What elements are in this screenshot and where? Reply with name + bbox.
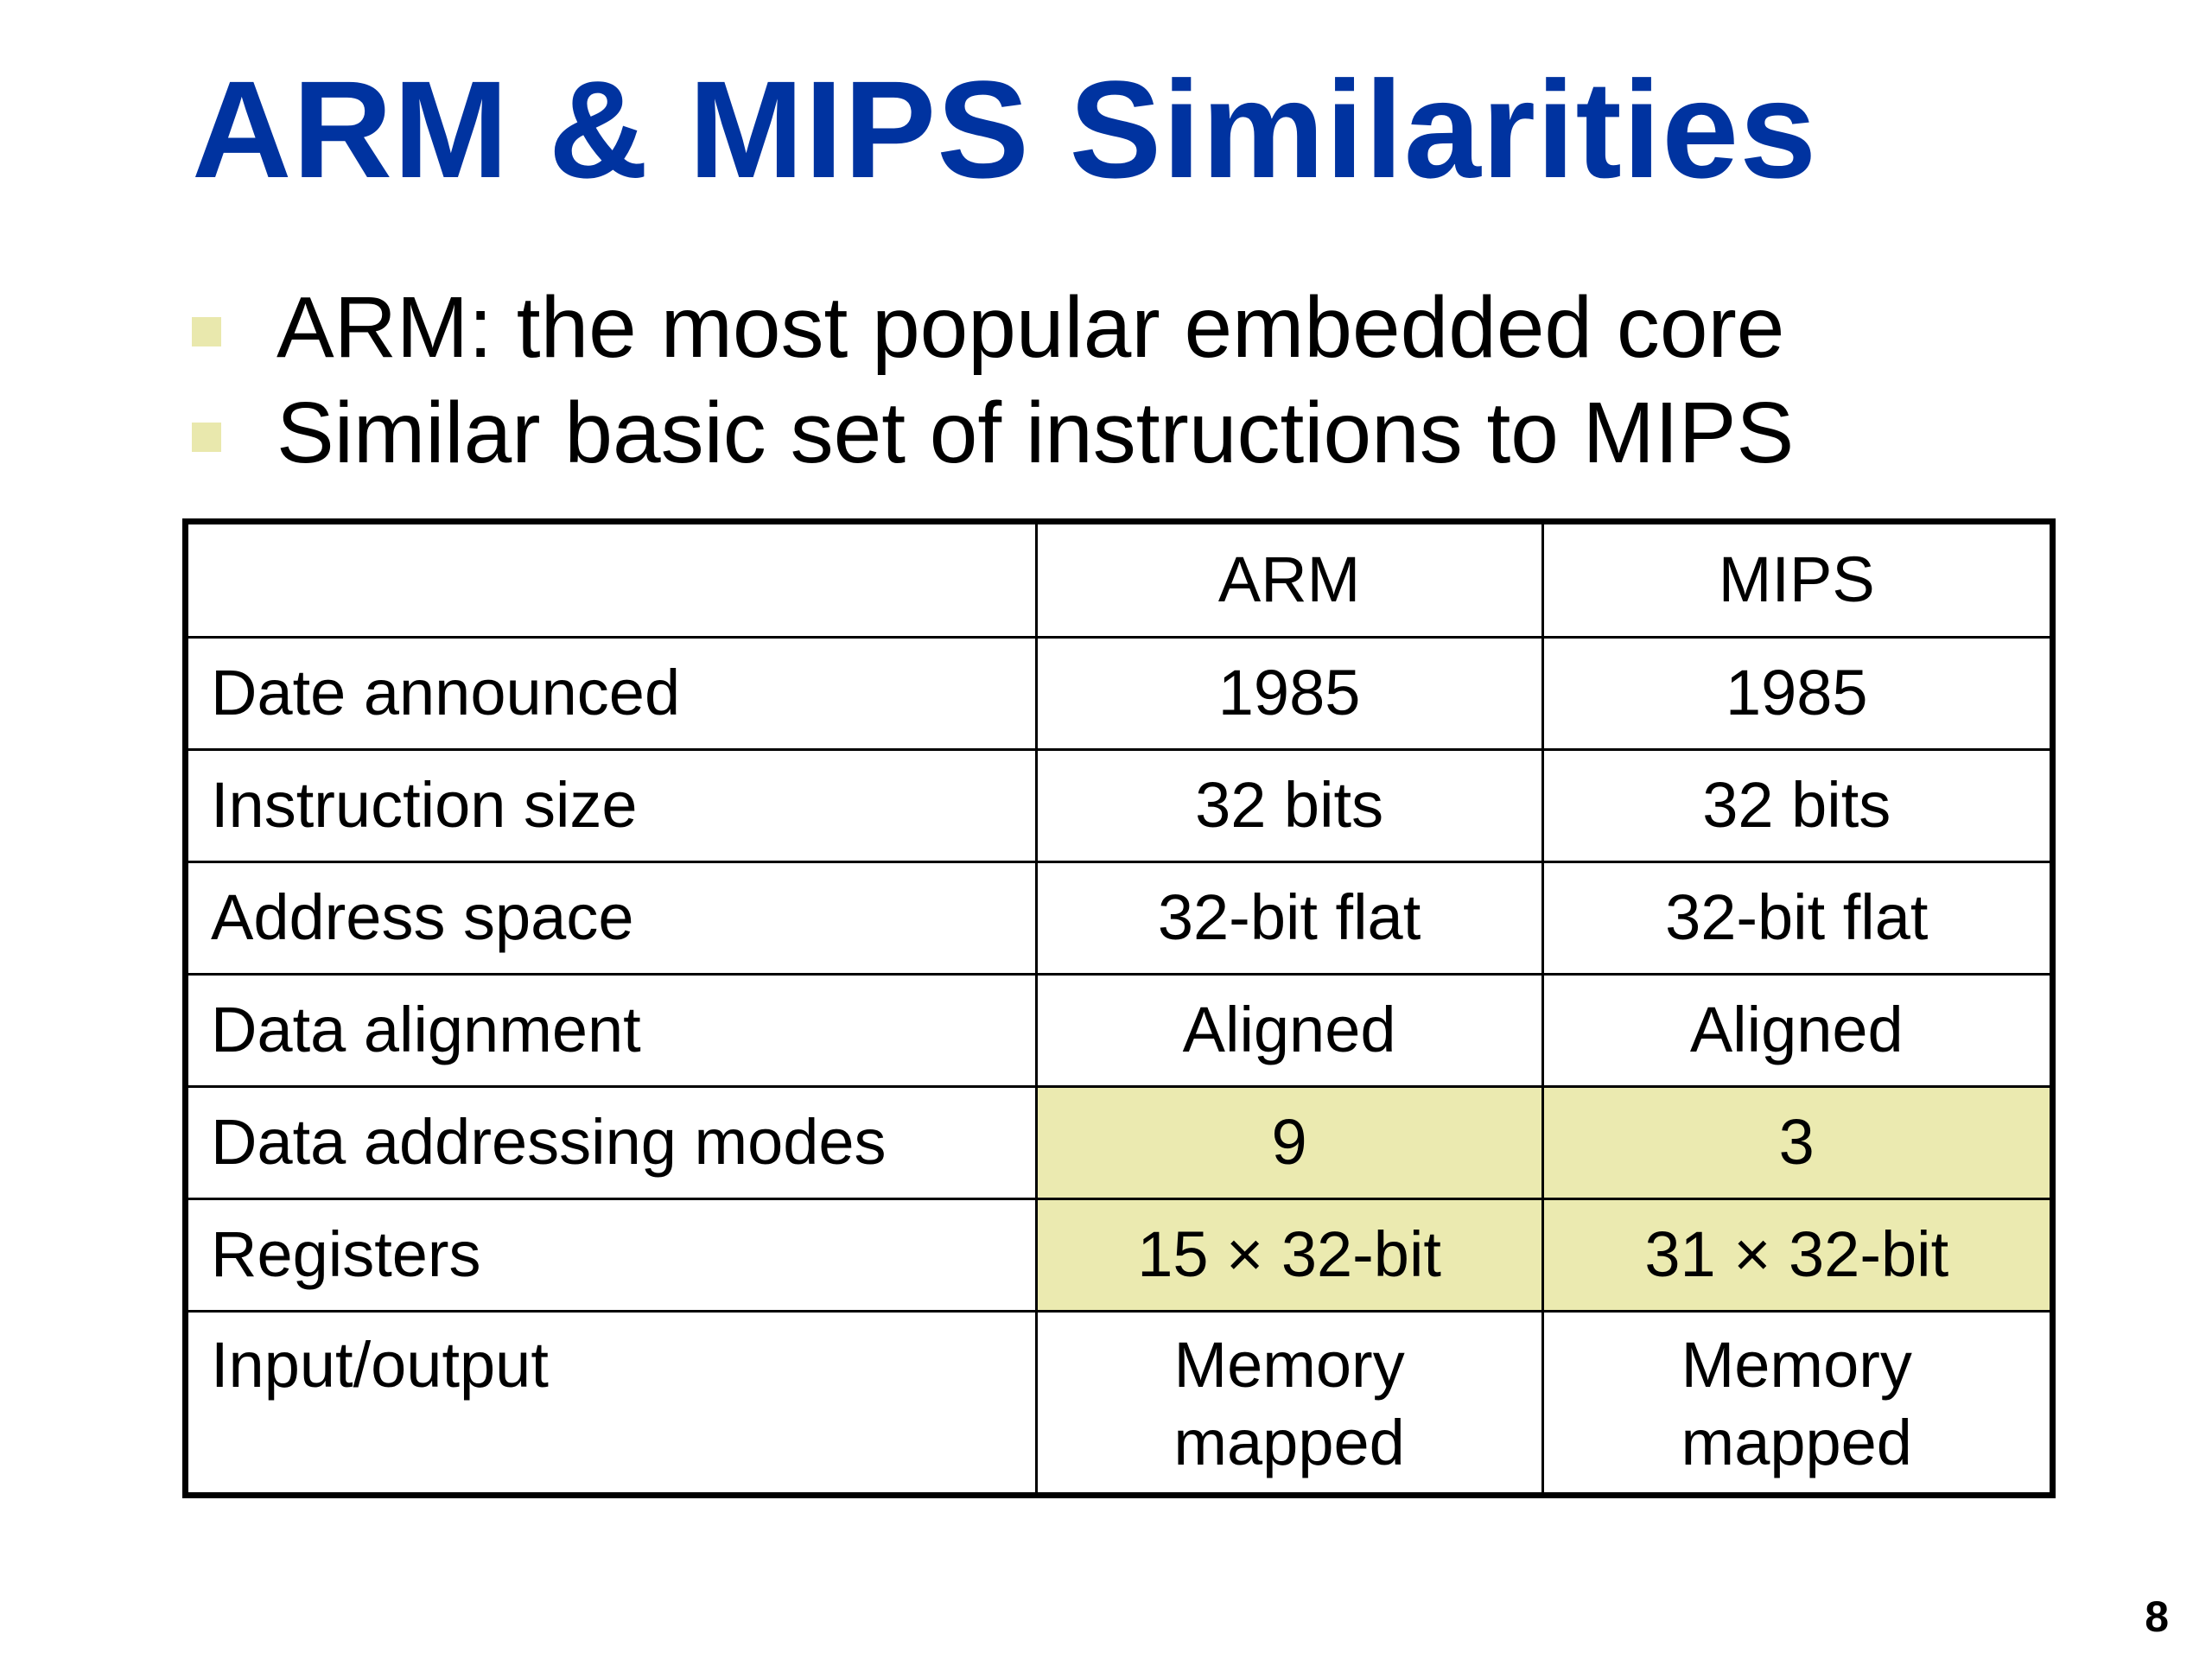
bullet-list: ARM: the most popular embedded core Simi… — [192, 275, 1794, 486]
arm-value: 15 × 32-bit — [1034, 1197, 1544, 1313]
bullet-item: Similar basic set of instructions to MIP… — [192, 380, 1794, 486]
mips-value: Aligned — [1541, 972, 2050, 1088]
table-header-row: ARM MIPS — [188, 524, 2050, 639]
mips-value: 3 — [1541, 1084, 2050, 1200]
table-row: Date announced 1985 1985 — [188, 635, 2050, 751]
mips-value: 32 bits — [1541, 747, 2050, 863]
table-row: Input/output Memory mapped Memory mapped — [188, 1309, 2050, 1492]
row-label: Input/output — [188, 1309, 1038, 1492]
table-row: Address space 32-bit flat 32-bit flat — [188, 860, 2050, 976]
header-cell-empty — [188, 524, 1038, 639]
table-row: Data alignment Aligned Aligned — [188, 972, 2050, 1088]
row-label: Data addressing modes — [188, 1084, 1038, 1200]
arm-value: 1985 — [1034, 635, 1544, 751]
bullet-item: ARM: the most popular embedded core — [192, 275, 1794, 380]
square-bullet-icon — [192, 317, 221, 346]
row-label: Registers — [188, 1197, 1038, 1313]
table-row: Registers 15 × 32-bit 31 × 32-bit — [188, 1197, 2050, 1313]
arm-value: Memory mapped — [1034, 1309, 1544, 1492]
mips-value: 1985 — [1541, 635, 2050, 751]
table-row: Instruction size 32 bits 32 bits — [188, 747, 2050, 863]
arm-value: 32 bits — [1034, 747, 1544, 863]
arm-value: 32-bit flat — [1034, 860, 1544, 976]
mips-value: Memory mapped — [1541, 1309, 2050, 1492]
row-label: Instruction size — [188, 747, 1038, 863]
arm-value: 9 — [1034, 1084, 1544, 1200]
page-number: 8 — [2145, 1592, 2169, 1641]
mips-value: 31 × 32-bit — [1541, 1197, 2050, 1313]
bullet-text: Similar basic set of instructions to MIP… — [276, 385, 1795, 481]
row-label: Data alignment — [188, 972, 1038, 1088]
table-row: Data addressing modes 9 3 — [188, 1084, 2050, 1200]
square-bullet-icon — [192, 423, 221, 452]
row-label: Date announced — [188, 635, 1038, 751]
comparison-table: ARM MIPS Date announced 1985 1985 Instru… — [182, 518, 2056, 1498]
slide-title: ARM & MIPS Similarities — [192, 52, 1818, 207]
header-cell-arm: ARM — [1034, 524, 1544, 639]
row-label: Address space — [188, 860, 1038, 976]
bullet-text: ARM: the most popular embedded core — [276, 279, 1785, 376]
arm-value: Aligned — [1034, 972, 1544, 1088]
header-cell-mips: MIPS — [1541, 524, 2050, 639]
mips-value: 32-bit flat — [1541, 860, 2050, 976]
